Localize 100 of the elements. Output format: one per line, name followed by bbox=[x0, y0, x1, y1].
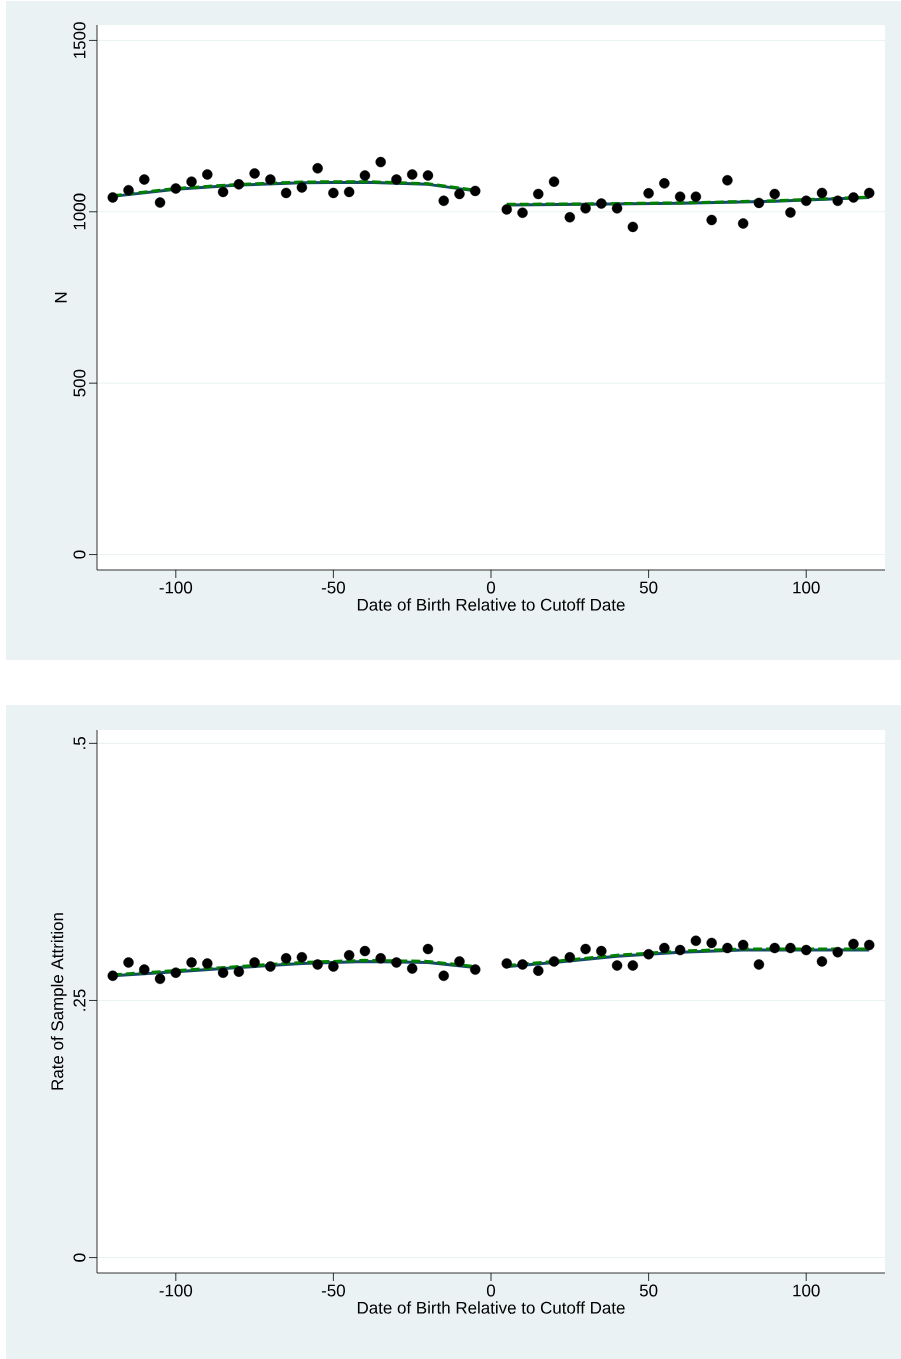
point bbox=[737, 218, 749, 229]
point bbox=[580, 943, 591, 955]
point bbox=[517, 959, 528, 970]
x-tick-label: -50 bbox=[321, 581, 345, 594]
point bbox=[659, 942, 670, 954]
point bbox=[816, 187, 828, 199]
point bbox=[249, 957, 260, 968]
point bbox=[328, 961, 339, 972]
point bbox=[375, 953, 386, 964]
point bbox=[170, 183, 181, 194]
x-tick-label: 100 bbox=[793, 1284, 820, 1297]
point bbox=[391, 174, 402, 185]
y-axis-title: Rate of Sample Attrition bbox=[50, 913, 67, 1090]
point bbox=[643, 188, 654, 199]
point bbox=[706, 214, 717, 226]
point bbox=[548, 176, 560, 187]
point bbox=[674, 944, 686, 956]
point bbox=[627, 960, 639, 971]
point bbox=[422, 943, 434, 955]
point bbox=[564, 952, 576, 963]
point bbox=[659, 178, 670, 189]
point bbox=[832, 946, 843, 958]
point bbox=[217, 186, 229, 198]
point bbox=[848, 938, 859, 950]
x-axis-title: Date of Birth Relative to Cutoff Date bbox=[357, 598, 625, 611]
point bbox=[296, 182, 308, 193]
point bbox=[280, 187, 292, 199]
point bbox=[202, 958, 213, 969]
point bbox=[359, 945, 371, 957]
point bbox=[470, 964, 481, 975]
y-tick-label: .25 bbox=[73, 989, 86, 1011]
x-tick-label: -50 bbox=[321, 1284, 345, 1297]
point bbox=[296, 952, 308, 963]
point bbox=[407, 963, 418, 974]
point bbox=[343, 186, 355, 198]
point bbox=[706, 937, 717, 949]
point bbox=[422, 170, 434, 181]
point bbox=[343, 950, 355, 961]
y-tick-label: 0 bbox=[73, 1253, 86, 1262]
point bbox=[359, 170, 371, 181]
point bbox=[438, 195, 449, 207]
x-axis-title: Date of Birth Relative to Cutoff Date bbox=[357, 1301, 625, 1314]
point bbox=[769, 188, 780, 200]
x-tick-label: 100 bbox=[793, 581, 820, 594]
point bbox=[864, 939, 875, 951]
point bbox=[596, 198, 607, 209]
x-tick-label: 0 bbox=[486, 1284, 496, 1297]
point bbox=[501, 958, 512, 969]
point bbox=[233, 966, 245, 977]
point bbox=[154, 973, 166, 985]
point bbox=[233, 179, 245, 190]
point bbox=[123, 185, 134, 196]
point bbox=[548, 956, 560, 967]
point bbox=[202, 169, 213, 180]
y-axis-title: N bbox=[54, 292, 67, 303]
point bbox=[454, 956, 465, 967]
y-tick-label: 500 bbox=[73, 369, 86, 397]
point bbox=[139, 174, 150, 185]
point bbox=[564, 212, 576, 223]
point bbox=[769, 942, 780, 954]
point bbox=[611, 960, 623, 971]
point bbox=[107, 192, 118, 203]
x-tick-label: -100 bbox=[159, 581, 193, 594]
point bbox=[170, 967, 181, 978]
point bbox=[690, 191, 702, 202]
point bbox=[139, 964, 150, 975]
point bbox=[816, 956, 828, 967]
point bbox=[580, 203, 591, 214]
point bbox=[407, 169, 418, 180]
point bbox=[217, 967, 229, 978]
point bbox=[470, 185, 481, 197]
point bbox=[722, 942, 733, 954]
y-tick-label: 1500 bbox=[73, 22, 86, 58]
point bbox=[533, 965, 544, 976]
point bbox=[501, 204, 512, 215]
point bbox=[265, 174, 276, 185]
point bbox=[737, 939, 749, 951]
point bbox=[391, 957, 402, 968]
point bbox=[785, 942, 796, 954]
point bbox=[123, 957, 134, 968]
point bbox=[722, 175, 733, 186]
x-tick-label: 50 bbox=[639, 1284, 658, 1297]
point bbox=[753, 959, 765, 970]
point bbox=[280, 953, 292, 964]
point bbox=[785, 207, 796, 218]
point bbox=[154, 197, 166, 208]
point bbox=[312, 163, 323, 174]
point bbox=[848, 192, 859, 203]
point bbox=[690, 935, 702, 947]
point bbox=[864, 187, 875, 199]
point bbox=[611, 203, 623, 214]
point bbox=[533, 188, 544, 200]
point bbox=[312, 959, 323, 970]
point bbox=[801, 944, 812, 956]
y-tick-label: 1000 bbox=[73, 193, 86, 230]
point bbox=[107, 970, 118, 981]
point bbox=[454, 188, 465, 200]
point bbox=[627, 221, 639, 233]
point bbox=[249, 168, 260, 179]
point bbox=[674, 191, 686, 202]
